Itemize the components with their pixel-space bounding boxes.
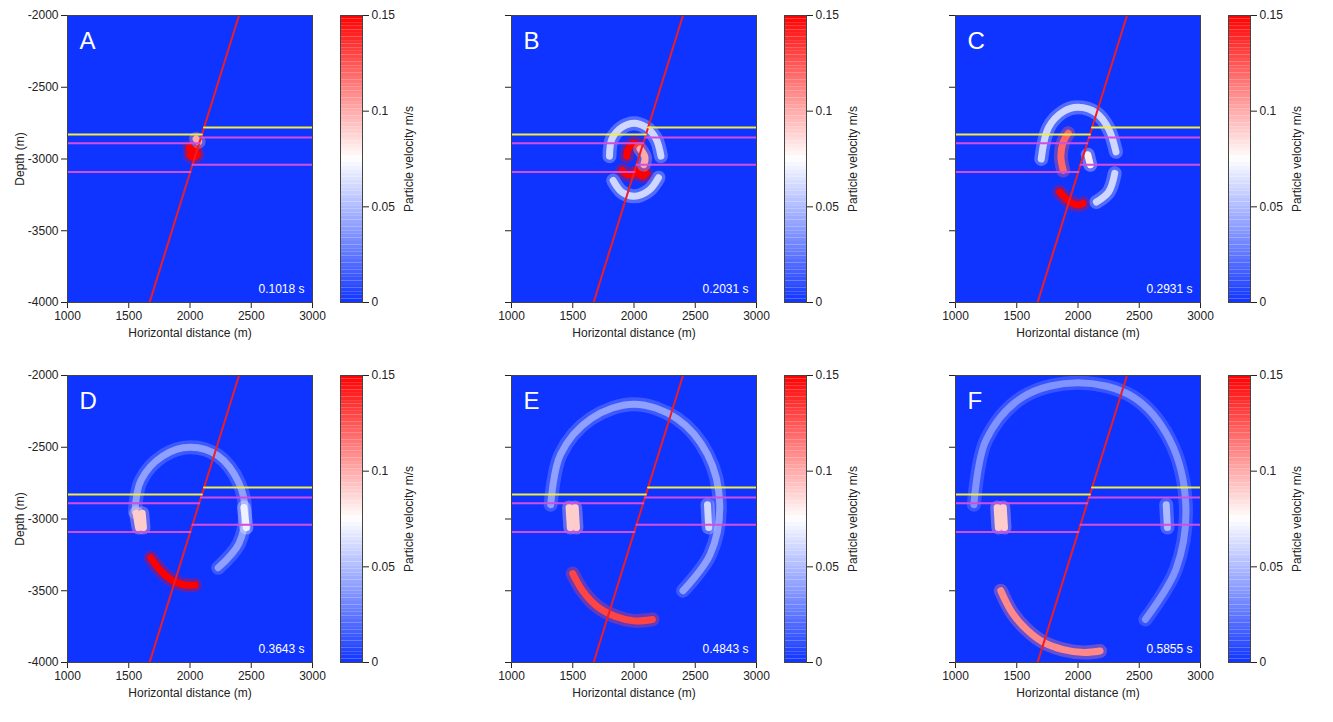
svg-text:2500: 2500 [682, 669, 709, 683]
svg-text:0.4843 s: 0.4843 s [702, 642, 748, 656]
svg-text:1000: 1000 [54, 669, 81, 683]
svg-text:2500: 2500 [682, 309, 709, 323]
svg-text:0.05: 0.05 [372, 200, 396, 214]
svg-text:0.1: 0.1 [372, 464, 389, 478]
svg-text:0: 0 [816, 655, 823, 669]
svg-text:3000: 3000 [299, 309, 326, 323]
svg-text:Depth (m): Depth (m) [13, 492, 27, 545]
svg-text:0: 0 [1260, 295, 1267, 309]
svg-text:0.05: 0.05 [1260, 560, 1284, 574]
svg-text:3000: 3000 [1187, 669, 1214, 683]
svg-text:0.15: 0.15 [816, 368, 840, 382]
svg-text:Particle velocity m/s: Particle velocity m/s [846, 466, 860, 572]
svg-text:3000: 3000 [743, 309, 770, 323]
svg-text:1500: 1500 [559, 309, 586, 323]
svg-text:Horizontal distance (m): Horizontal distance (m) [1016, 326, 1139, 340]
svg-text:C: C [968, 27, 985, 54]
svg-text:B: B [524, 27, 540, 54]
svg-text:2000: 2000 [1065, 669, 1092, 683]
svg-text:Horizontal distance (m): Horizontal distance (m) [572, 686, 695, 700]
svg-text:1500: 1500 [1003, 309, 1030, 323]
svg-text:1000: 1000 [498, 669, 525, 683]
svg-text:1000: 1000 [942, 669, 969, 683]
svg-text:-4000: -4000 [28, 295, 59, 309]
svg-text:0: 0 [1260, 655, 1267, 669]
svg-text:0.1: 0.1 [1260, 104, 1277, 118]
svg-text:2000: 2000 [621, 309, 648, 323]
svg-text:0.15: 0.15 [816, 8, 840, 22]
svg-text:1000: 1000 [942, 309, 969, 323]
svg-text:Horizontal distance (m): Horizontal distance (m) [128, 686, 251, 700]
svg-text:1500: 1500 [1003, 669, 1030, 683]
svg-text:0.1: 0.1 [1260, 464, 1277, 478]
svg-text:2000: 2000 [1065, 309, 1092, 323]
svg-text:-2000: -2000 [28, 8, 59, 22]
svg-text:3000: 3000 [1187, 309, 1214, 323]
svg-text:0.05: 0.05 [1260, 200, 1284, 214]
svg-text:1500: 1500 [115, 669, 142, 683]
svg-text:D: D [80, 387, 97, 414]
svg-text:2500: 2500 [238, 309, 265, 323]
svg-text:0.15: 0.15 [372, 368, 396, 382]
svg-text:F: F [968, 387, 983, 414]
svg-text:0.05: 0.05 [372, 560, 396, 574]
svg-text:-4000: -4000 [28, 655, 59, 669]
svg-text:E: E [524, 387, 540, 414]
svg-text:Particle velocity m/s: Particle velocity m/s [846, 106, 860, 212]
svg-text:0.1: 0.1 [816, 464, 833, 478]
svg-text:0.15: 0.15 [1260, 8, 1284, 22]
svg-text:0: 0 [816, 295, 823, 309]
svg-text:0.1: 0.1 [372, 104, 389, 118]
svg-text:1500: 1500 [115, 309, 142, 323]
svg-text:Horizontal distance (m): Horizontal distance (m) [128, 326, 251, 340]
svg-text:0.5855 s: 0.5855 s [1146, 642, 1192, 656]
svg-text:0.1018 s: 0.1018 s [258, 282, 304, 296]
svg-text:1000: 1000 [498, 309, 525, 323]
svg-text:Particle velocity m/s: Particle velocity m/s [1290, 106, 1304, 212]
svg-text:-3500: -3500 [28, 584, 59, 598]
svg-text:-3500: -3500 [28, 224, 59, 238]
svg-text:0.3643 s: 0.3643 s [258, 642, 304, 656]
svg-text:0.05: 0.05 [816, 200, 840, 214]
svg-text:Particle velocity m/s: Particle velocity m/s [402, 466, 416, 572]
svg-text:0: 0 [372, 295, 379, 309]
svg-text:1500: 1500 [559, 669, 586, 683]
svg-text:3000: 3000 [299, 669, 326, 683]
svg-text:2500: 2500 [1126, 669, 1153, 683]
svg-text:2000: 2000 [177, 669, 204, 683]
svg-text:0.05: 0.05 [816, 560, 840, 574]
svg-text:Particle velocity m/s: Particle velocity m/s [1290, 466, 1304, 572]
svg-text:2000: 2000 [621, 669, 648, 683]
svg-text:-3000: -3000 [28, 512, 59, 526]
svg-text:0: 0 [372, 655, 379, 669]
svg-text:0.1: 0.1 [816, 104, 833, 118]
svg-text:-2500: -2500 [28, 80, 59, 94]
svg-text:A: A [80, 27, 96, 54]
svg-text:-3000: -3000 [28, 152, 59, 166]
svg-text:Horizontal distance (m): Horizontal distance (m) [1016, 686, 1139, 700]
svg-text:1000: 1000 [54, 309, 81, 323]
svg-text:Depth (m): Depth (m) [13, 132, 27, 185]
svg-text:0.15: 0.15 [1260, 368, 1284, 382]
svg-text:-2500: -2500 [28, 440, 59, 454]
svg-text:2000: 2000 [177, 309, 204, 323]
svg-text:2500: 2500 [238, 669, 265, 683]
svg-text:Particle velocity m/s: Particle velocity m/s [402, 106, 416, 212]
svg-text:0.2931 s: 0.2931 s [1146, 282, 1192, 296]
svg-text:Horizontal distance (m): Horizontal distance (m) [572, 326, 695, 340]
svg-text:0.15: 0.15 [372, 8, 396, 22]
svg-text:-2000: -2000 [28, 368, 59, 382]
svg-text:3000: 3000 [743, 669, 770, 683]
svg-text:0.2031 s: 0.2031 s [702, 282, 748, 296]
svg-text:2500: 2500 [1126, 309, 1153, 323]
